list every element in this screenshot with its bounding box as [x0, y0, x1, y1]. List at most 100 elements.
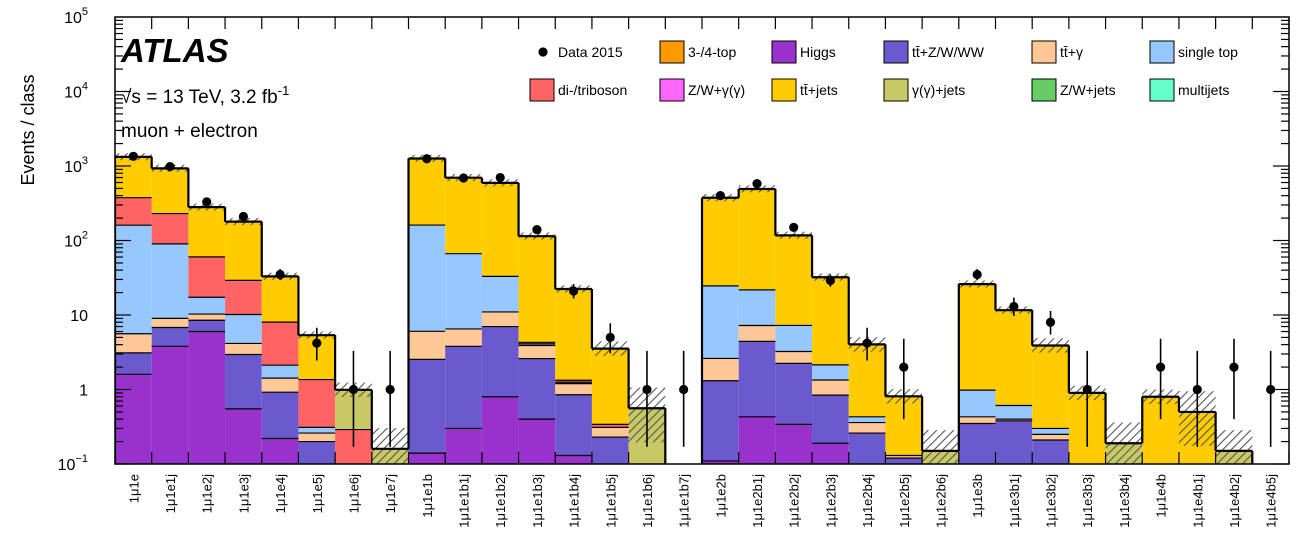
bar-tt-jets: [812, 277, 849, 365]
data-point: [275, 269, 285, 280]
legend-swatch: [659, 40, 685, 64]
y-tick-exponent: 3: [82, 155, 88, 167]
bar-tt-: [518, 345, 556, 359]
legend-swatch: [529, 78, 555, 102]
legend-label: γ(γ)+jets: [912, 82, 965, 98]
bar-tt-: [958, 416, 996, 424]
bar-di-triboson: [225, 280, 262, 315]
legend-swatch: [771, 40, 797, 64]
y-tick-base: 10: [70, 308, 88, 325]
x-tick-label: 1μ1e2b3j: [823, 474, 838, 528]
bar-higgs: [775, 424, 813, 464]
y-tick-base: 10: [58, 457, 76, 474]
data-point: [1266, 384, 1276, 395]
bar-tt-jets: [995, 310, 1033, 406]
bar-higgs: [738, 416, 776, 464]
x-tick-label: 1μ1e2b5j: [897, 474, 912, 528]
y-tick-exponent: 2: [82, 230, 88, 242]
legend-entry: Z/W+γ(γ): [659, 78, 745, 102]
legend-label: tt̄+γ: [1060, 44, 1083, 60]
bar-tt-z-w-ww: [738, 341, 776, 417]
bar-tt-jets: [481, 182, 519, 277]
y-tick-base: 10: [64, 10, 82, 27]
bar-tt-: [702, 358, 739, 381]
bar-single-top: [848, 416, 886, 423]
legend-entry: multijets: [1149, 78, 1229, 102]
bar-single-top: [1032, 428, 1069, 435]
bar-single-top: [555, 382, 592, 384]
legend-entry: di-/triboson: [529, 78, 627, 102]
legend-swatch: [1031, 40, 1057, 64]
x-tick-label: 1μ1e3b1j: [1007, 474, 1022, 528]
data-point: [532, 225, 542, 235]
legend-marker: [538, 47, 548, 57]
y-tick-label: 104: [64, 81, 88, 102]
y-tick-label: 10: [70, 308, 88, 325]
bar-single-top: [298, 427, 336, 434]
legend-entry: tt̄+Z/W/WW: [883, 40, 985, 64]
bar-tt-jets: [702, 197, 739, 286]
x-tick-label: 1μ1e3b: [970, 474, 985, 518]
bar-tt-z-w-ww: [225, 354, 262, 409]
x-tick-label: 1μ1e1b5j: [603, 474, 618, 528]
bar-tt-z-w-ww: [995, 420, 1033, 464]
legend-entry: γ(γ)+jets: [883, 78, 965, 102]
bar-tt-: [225, 343, 262, 355]
bar-tt-z-w-ww: [555, 394, 592, 456]
bar-tt-: [591, 427, 629, 438]
bar-di-triboson: [591, 424, 629, 428]
bar-single-top: [188, 297, 226, 315]
x-tick-label: 1μ1e2b4j: [860, 474, 875, 528]
bar-di-triboson: [518, 342, 556, 344]
bar-tt-jets: [518, 236, 556, 343]
x-tick-label: 1μ1e4b1j: [1190, 474, 1205, 528]
y-tick-label: 105: [64, 6, 88, 27]
bar-tt-z-w-ww: [408, 359, 446, 454]
legend-swatch: [771, 78, 797, 102]
y-tick-label: 1: [79, 383, 88, 400]
bar-higgs: [261, 438, 299, 464]
x-tick-label: 1μ1e4b5j: [1264, 474, 1279, 528]
data-point: [642, 384, 652, 395]
bar-tt-jets: [408, 158, 446, 226]
x-tick-label: 1μ1e2j: [200, 474, 215, 513]
bar-tt-z-w-ww: [261, 392, 299, 439]
y-tick-base: 10: [64, 159, 82, 176]
bar-di-triboson: [115, 197, 152, 226]
bar-higgs: [408, 453, 446, 464]
experiment-label: ATLAS: [120, 32, 229, 69]
y-tick-exponent: 4: [82, 81, 88, 93]
data-point: [679, 384, 689, 395]
x-tick-label: 1μ1e7j: [383, 474, 398, 513]
data-point: [165, 162, 175, 172]
bar-single-top: [445, 253, 482, 329]
x-tick-label: 1μ1e2b2j: [787, 474, 802, 528]
x-tick-label: 1μ1e3b3j: [1080, 474, 1095, 528]
bar-tt-jets: [225, 221, 262, 281]
x-tick-label: 1μ1e1b6j: [640, 474, 655, 528]
bar-tt-z-w-ww: [481, 326, 519, 397]
legend-label: Z/W+jets: [1060, 82, 1116, 98]
data-point: [862, 338, 872, 348]
data-point: [715, 191, 725, 201]
bar-di-triboson: [555, 380, 592, 383]
data-point: [568, 286, 579, 296]
bar-higgs: [481, 396, 519, 464]
bar-higgs: [702, 460, 739, 464]
bar-tt-jets: [738, 188, 776, 290]
legend-label: Z/W+γ(γ): [688, 82, 745, 98]
bar-higgs: [115, 374, 152, 464]
energy-exponent: -1: [278, 83, 290, 98]
bar-tt-z-w-ww: [298, 441, 336, 464]
legend-entry: Z/W+jets: [1031, 78, 1116, 102]
bar-tt-jets: [591, 348, 629, 425]
bar-tt-: [481, 311, 519, 327]
bar-tt-jets: [188, 207, 226, 257]
data-point: [1045, 317, 1056, 327]
data-point: [825, 275, 836, 286]
data-point: [348, 384, 359, 395]
data-point: [972, 269, 982, 280]
bar-tt-jets: [775, 235, 813, 326]
bar-tt-: [738, 325, 776, 342]
